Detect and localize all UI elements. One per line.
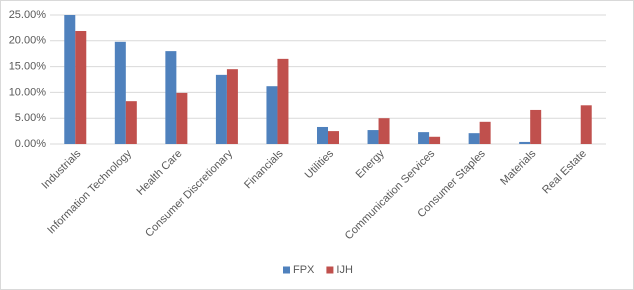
bar <box>418 132 430 144</box>
bar <box>75 30 87 144</box>
legend-swatch <box>326 266 334 274</box>
bar <box>378 118 390 144</box>
y-tick-label: 0.00% <box>15 138 46 150</box>
bar <box>530 109 542 144</box>
y-tick-label: 15.00% <box>9 61 47 73</box>
bar <box>125 101 137 144</box>
bar <box>266 86 278 144</box>
bar <box>114 41 126 144</box>
y-tick-label: 20.00% <box>9 35 47 47</box>
bar <box>367 130 379 144</box>
y-tick-label: 25.00% <box>9 9 47 21</box>
legend-label: IJH <box>336 264 353 276</box>
bar <box>580 105 592 144</box>
bar <box>277 58 289 144</box>
bar <box>64 15 76 144</box>
y-tick-label: 5.00% <box>15 112 46 124</box>
bar <box>165 51 177 145</box>
legend-label: FPX <box>293 264 315 276</box>
legend-swatch <box>283 266 290 274</box>
bar <box>317 126 328 144</box>
bar <box>519 141 531 144</box>
bar <box>328 131 339 144</box>
bar <box>429 136 441 144</box>
y-tick-label: 10.00% <box>9 86 47 98</box>
bar <box>215 74 227 144</box>
bar <box>468 133 480 144</box>
bar <box>226 69 238 144</box>
bar <box>176 92 188 144</box>
bar <box>479 121 491 144</box>
